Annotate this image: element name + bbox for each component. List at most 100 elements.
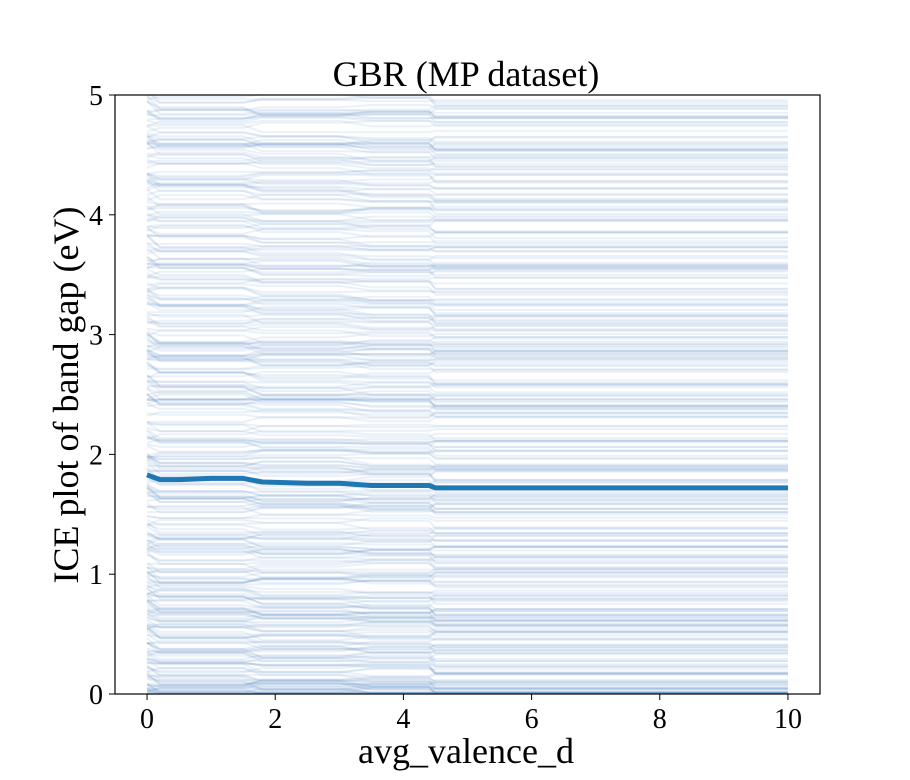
ice-curve xyxy=(146,429,788,443)
ice-curve xyxy=(146,213,788,234)
ice-curve xyxy=(146,347,788,358)
ice-curve xyxy=(146,212,788,222)
ice-curve xyxy=(146,169,788,175)
ice-curve xyxy=(146,219,788,229)
ice-curve xyxy=(146,412,788,423)
ice-curve xyxy=(146,434,788,448)
ice-curve xyxy=(146,575,788,598)
ice-curve xyxy=(146,662,788,668)
ice-curve xyxy=(146,571,788,584)
ice-curve xyxy=(146,179,788,186)
ice-curve xyxy=(146,601,788,622)
ice-curve xyxy=(146,633,788,651)
ice-curve xyxy=(146,687,788,694)
ice-curve xyxy=(146,673,788,684)
ice-curve xyxy=(146,420,788,433)
ice-curve xyxy=(146,605,788,616)
ice-curve xyxy=(146,362,788,382)
ice-curve xyxy=(146,584,788,601)
ice-curve xyxy=(146,184,788,193)
y-tick-label: 5 xyxy=(89,81,103,112)
ice-curve xyxy=(146,142,788,164)
ice-curve xyxy=(146,210,788,219)
ice-curve xyxy=(146,454,788,470)
ice-curve xyxy=(146,627,788,654)
ice-curve xyxy=(146,452,788,460)
ice-curve xyxy=(146,683,788,692)
ice-curve xyxy=(146,365,788,373)
ice-curve xyxy=(146,108,788,120)
ice-curve xyxy=(146,223,788,238)
ice-curve xyxy=(146,409,788,418)
ice-curve xyxy=(146,597,788,603)
ice-curve xyxy=(146,132,788,152)
ice-curve xyxy=(146,294,788,306)
ice-curve xyxy=(146,542,788,560)
ice-curve xyxy=(146,174,788,195)
ice-curve xyxy=(146,613,788,628)
y-axis-label: ICE plot of band gap (eV) xyxy=(46,207,86,584)
ice-curve xyxy=(146,673,788,688)
ice-curve xyxy=(146,438,788,452)
ice-curve xyxy=(146,542,788,553)
ice-curve xyxy=(146,393,788,415)
ice-curve xyxy=(146,395,788,408)
ice-curve xyxy=(146,682,788,692)
ice-curve xyxy=(146,660,788,675)
ice-curve xyxy=(146,361,788,389)
ice-curve xyxy=(146,140,788,156)
ice-curve xyxy=(146,570,788,586)
ice-curve xyxy=(146,113,788,120)
ice-curve xyxy=(146,394,788,409)
x-tick-label: 8 xyxy=(653,704,667,735)
ice-curve xyxy=(146,119,788,128)
ice-curve xyxy=(146,315,788,331)
ice-curve xyxy=(146,275,788,296)
ice-curve xyxy=(146,142,788,162)
ice-curve xyxy=(146,138,788,151)
ice-curve xyxy=(146,627,788,636)
ice-curve xyxy=(146,679,788,690)
ice-curve xyxy=(146,553,788,565)
ice-curve xyxy=(146,610,788,620)
ice-curve xyxy=(146,592,788,617)
ice-curve xyxy=(146,320,788,338)
ice-curve xyxy=(146,266,788,277)
ice-curve xyxy=(146,350,788,371)
ice-curve xyxy=(146,134,788,145)
ice-curve xyxy=(146,387,788,402)
ice-curve xyxy=(146,681,788,692)
ice-curve xyxy=(146,179,788,211)
ice-curve xyxy=(146,218,788,233)
ice-curve xyxy=(146,682,788,694)
ice-curve xyxy=(146,659,788,689)
ice-curve xyxy=(146,207,788,212)
ice-curve xyxy=(146,332,788,351)
ice-curve xyxy=(146,666,788,685)
ice-curve xyxy=(146,335,788,345)
ice-curve xyxy=(146,152,788,167)
ice-curve xyxy=(146,268,788,291)
ice-curve xyxy=(146,667,788,675)
ice-curve xyxy=(146,644,788,653)
ice-curve xyxy=(146,173,788,190)
ice-curve xyxy=(146,353,788,361)
ice-curve xyxy=(146,628,788,639)
ice-curve xyxy=(146,568,788,584)
ice-curve xyxy=(146,625,788,641)
ice-curve xyxy=(146,95,788,120)
ice-curve xyxy=(146,553,788,571)
ice-curve xyxy=(146,582,788,595)
ice-curve xyxy=(146,439,788,448)
ice-curve xyxy=(146,610,788,622)
ice-curve xyxy=(146,687,788,694)
ice-curve xyxy=(146,460,788,467)
y-tick-label: 1 xyxy=(89,560,103,591)
ice-curve xyxy=(146,621,788,629)
ice-curve xyxy=(146,672,788,689)
ice-curve xyxy=(146,303,788,322)
ice-curve xyxy=(146,653,788,669)
ice-curve xyxy=(146,154,788,165)
ice-curve xyxy=(146,379,788,387)
ice-curve xyxy=(146,641,788,663)
